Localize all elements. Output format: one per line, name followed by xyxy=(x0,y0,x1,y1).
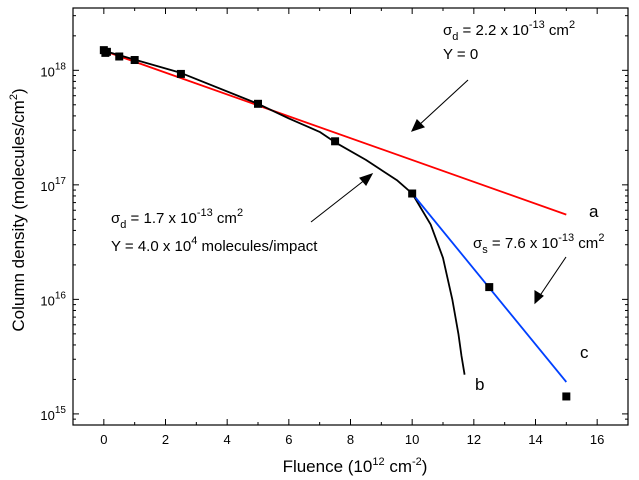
y-tick-label: 1018 xyxy=(40,61,66,79)
curve-label-a: a xyxy=(589,202,599,221)
data-point xyxy=(331,137,340,146)
annotation-c-arrowhead xyxy=(534,290,544,305)
annotation-b-line2: Y = 4.0 x 104 molecules/impact xyxy=(111,235,318,255)
data-point xyxy=(408,189,417,198)
data-point xyxy=(102,47,111,56)
data-point xyxy=(130,56,139,65)
x-tick-label: 10 xyxy=(405,432,419,447)
y-axis-title: Column density (molecules/cm2) xyxy=(8,88,28,331)
x-tick-label: 2 xyxy=(162,432,169,447)
annotation-b-arrowhead xyxy=(359,173,374,186)
y-tick-label: 1017 xyxy=(40,176,66,194)
curve-label-b: b xyxy=(475,375,484,394)
data-point xyxy=(562,392,571,401)
annotation-b-arrow xyxy=(310,178,367,223)
data-point xyxy=(254,99,262,108)
data-point xyxy=(485,283,494,292)
x-axis-title: Fluence (1012 cm-2) xyxy=(283,456,428,476)
x-tick-label: 6 xyxy=(285,432,292,447)
x-tick-label: 16 xyxy=(590,432,604,447)
x-tick-label: 14 xyxy=(528,432,542,447)
data-point xyxy=(115,52,124,61)
x-tick-label: 0 xyxy=(100,432,107,447)
x-tick-label: 8 xyxy=(347,432,354,447)
fit-curve-b xyxy=(103,49,466,375)
y-tick-label: 1015 xyxy=(40,405,66,423)
data-point xyxy=(176,69,185,78)
annotation-b-line1: σd = 1.7 x 10-13 cm2 xyxy=(111,207,243,231)
annotation-c-arrow xyxy=(538,256,567,298)
x-tick-label: 12 xyxy=(467,432,481,447)
annotation-a-arrowhead xyxy=(410,119,426,132)
annotation-a-line1: σd = 2.2 x 10-13 cm2 xyxy=(443,19,575,43)
y-tick-label: 1016 xyxy=(40,290,66,308)
fit-curve-a xyxy=(103,49,567,216)
annotation-a-line2: Y = 0 xyxy=(443,46,478,63)
x-tick-label: 4 xyxy=(224,432,231,447)
curve-label-c: c xyxy=(580,343,589,362)
annotation-a-arrow xyxy=(417,79,469,127)
annotation-c-line1: σs = 7.6 x 10-13 cm2 xyxy=(473,232,604,256)
